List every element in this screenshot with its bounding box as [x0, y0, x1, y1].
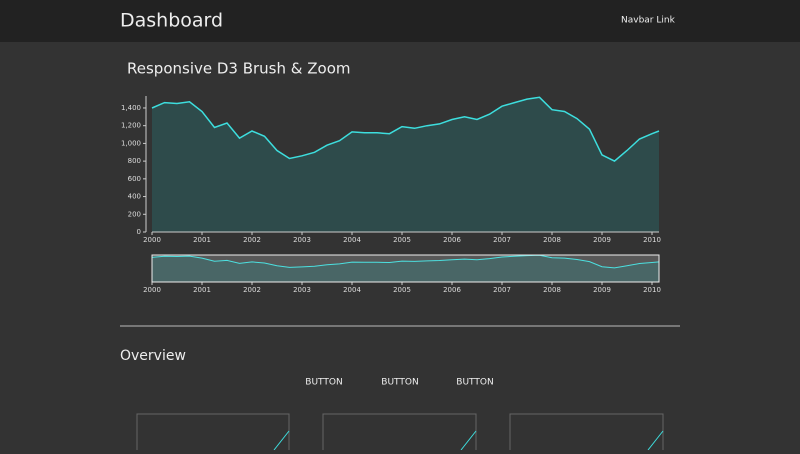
y-tick-label: 600	[128, 175, 141, 183]
brand[interactable]: Dashboard	[120, 10, 223, 32]
y-tick-label: 1,000	[121, 139, 141, 147]
card-line	[460, 430, 477, 451]
x-tick-label: 2005	[393, 286, 411, 294]
x-tick-label: 2009	[593, 286, 611, 294]
x-tick-label: 2008	[543, 236, 561, 244]
y-tick-label: 400	[128, 193, 141, 201]
x-tick-label: 2001	[193, 286, 211, 294]
button[interactable]: BUTTON	[456, 378, 493, 388]
section-title: Overview	[120, 348, 186, 364]
x-tick-label: 2010	[643, 236, 661, 244]
x-tick-label: 2006	[443, 236, 461, 244]
chart-heading: Responsive D3 Brush & Zoom	[127, 60, 350, 78]
button[interactable]: BUTTON	[305, 378, 342, 388]
x-tick-label: 2002	[243, 286, 261, 294]
card-line	[647, 430, 664, 451]
y-tick-label: 800	[128, 157, 141, 165]
y-tick-label: 1,200	[121, 122, 141, 130]
button[interactable]: BUTTON	[381, 378, 418, 388]
navbar-link[interactable]: Navbar Link	[621, 16, 676, 26]
line	[151, 96, 660, 162]
x-tick-label: 2009	[593, 236, 611, 244]
x-tick-label: 2001	[193, 236, 211, 244]
x-tick-label: 2007	[493, 236, 511, 244]
x-tick-label: 2003	[293, 286, 311, 294]
x-tick-label: 2010	[643, 286, 661, 294]
area	[152, 97, 659, 232]
line	[151, 254, 660, 269]
x-tick-label: 2004	[343, 286, 361, 294]
brush	[151, 254, 660, 283]
card	[136, 413, 290, 454]
y-tick-label: 200	[128, 210, 141, 218]
x-tick-label: 2007	[493, 286, 511, 294]
card	[509, 413, 664, 454]
x-tick-label: 2003	[293, 236, 311, 244]
x-tick-label: 2002	[243, 236, 261, 244]
y-tick-label: 0	[137, 228, 141, 236]
card	[322, 413, 477, 454]
x-tick-label: 2005	[393, 236, 411, 244]
x-tick-label: 2004	[343, 236, 361, 244]
y-tick-label: 1,400	[121, 104, 141, 112]
x-tick-label: 2000	[143, 236, 161, 244]
area	[152, 255, 659, 282]
x-tick-label: 2008	[543, 286, 561, 294]
card-line	[273, 430, 290, 451]
x-tick-label: 2006	[443, 286, 461, 294]
navbar	[0, 0, 800, 42]
x-tick-label: 2000	[143, 286, 161, 294]
